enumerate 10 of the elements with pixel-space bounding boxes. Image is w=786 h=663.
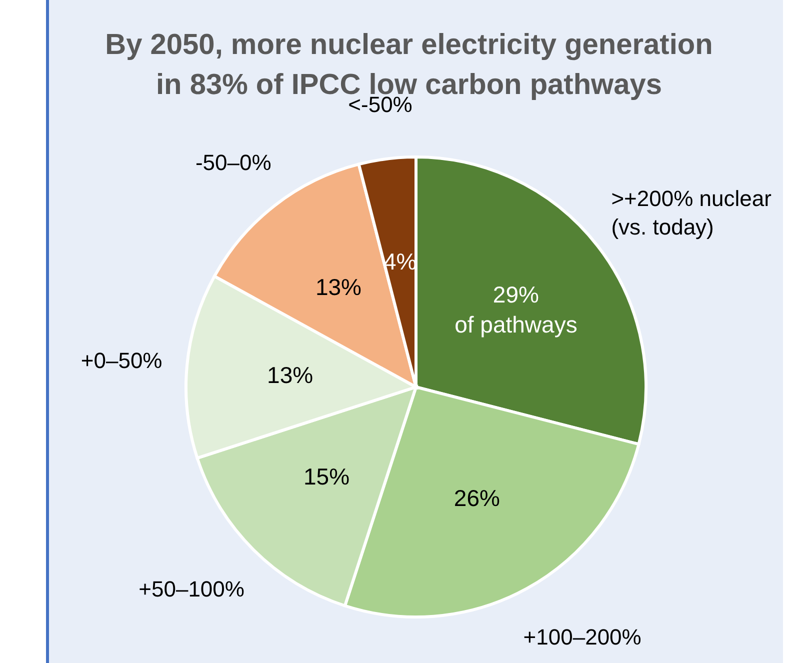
slice-label: +50–100% bbox=[138, 576, 244, 602]
data-label: 15% bbox=[304, 463, 350, 490]
slice-label: >+200% nuclear (vs. today) bbox=[611, 186, 772, 240]
slice-label: -50–0% bbox=[195, 149, 272, 174]
data-label: 13% bbox=[267, 362, 314, 388]
data-label: 26% bbox=[454, 484, 500, 511]
slice-label: +100–200% bbox=[523, 624, 642, 650]
data-label: 29% of pathways bbox=[454, 282, 578, 338]
data-label: 13% bbox=[315, 274, 362, 300]
slice-label: +0–50% bbox=[80, 348, 162, 373]
